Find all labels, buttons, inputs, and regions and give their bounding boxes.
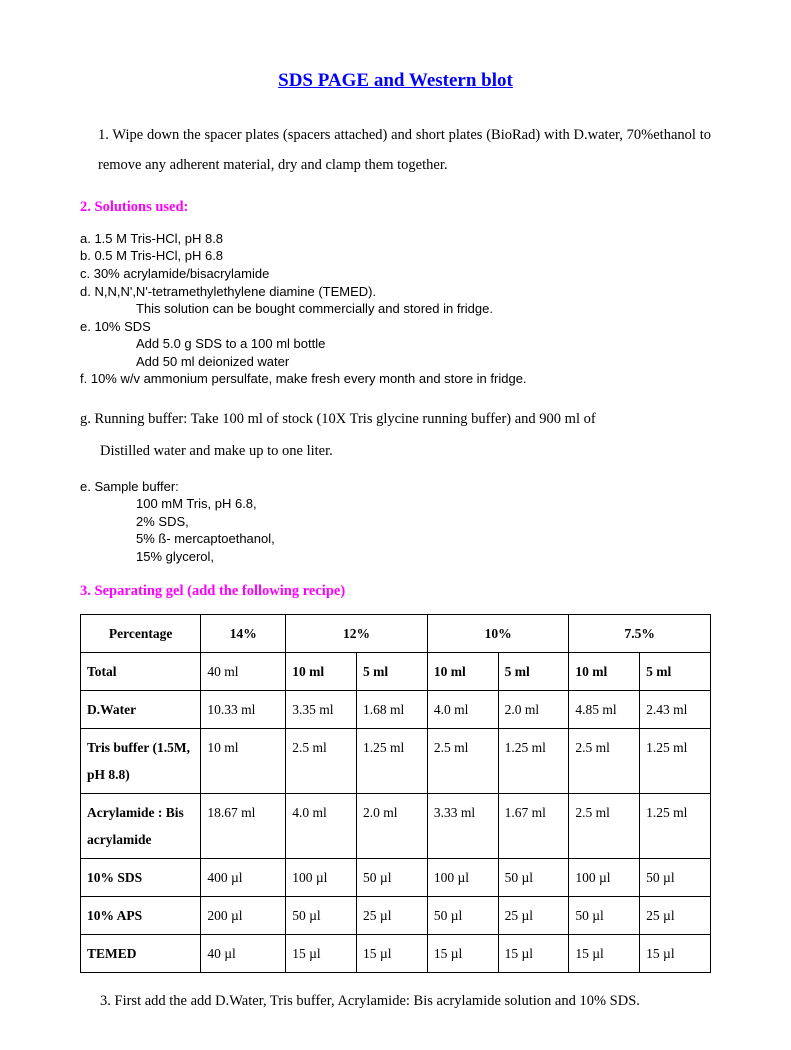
cell: 50 µl bbox=[427, 897, 498, 935]
solution-f: f. 10% w/v ammonium persulfate, make fre… bbox=[80, 370, 711, 388]
table-row: D.Water 10.33 ml 3.35 ml 1.68 ml 4.0 ml … bbox=[81, 691, 711, 729]
cell: 4.0 ml bbox=[286, 794, 357, 859]
cell: 200 µl bbox=[201, 897, 286, 935]
cell: 50 µl bbox=[357, 859, 428, 897]
cell: 100 µl bbox=[286, 859, 357, 897]
cell: 40 µl bbox=[201, 935, 286, 973]
cell: 15 µl bbox=[498, 935, 569, 973]
table-row: Tris buffer (1.5M, pH 8.8) 10 ml 2.5 ml … bbox=[81, 729, 711, 794]
row-label: Total bbox=[81, 653, 201, 691]
col-percentage: Percentage bbox=[81, 615, 201, 653]
table-row: 10% SDS 400 µl 100 µl 50 µl 100 µl 50 µl… bbox=[81, 859, 711, 897]
cell: 25 µl bbox=[640, 897, 711, 935]
cell: 2.43 ml bbox=[640, 691, 711, 729]
sample-buffer-head: e. Sample buffer: bbox=[80, 478, 711, 496]
solution-b: b. 0.5 M Tris-HCl, pH 6.8 bbox=[80, 247, 711, 265]
separating-gel-table: Percentage 14% 12% 10% 7.5% Total 40 ml … bbox=[80, 614, 711, 973]
cell: 2.0 ml bbox=[498, 691, 569, 729]
cell: 25 µl bbox=[357, 897, 428, 935]
cell: 2.5 ml bbox=[286, 729, 357, 794]
step-1-text: 1. Wipe down the spacer plates (spacers … bbox=[80, 120, 711, 181]
cell: 3.33 ml bbox=[427, 794, 498, 859]
step-3-text: 3. First add the add D.Water, Tris buffe… bbox=[80, 993, 711, 1010]
cell: 5 ml bbox=[357, 653, 428, 691]
cell: 50 µl bbox=[286, 897, 357, 935]
col-10: 10% bbox=[427, 615, 569, 653]
cell: 18.67 ml bbox=[201, 794, 286, 859]
cell: 25 µl bbox=[498, 897, 569, 935]
section-3-heading: 3. Separating gel (add the following rec… bbox=[80, 583, 711, 600]
col-14: 14% bbox=[201, 615, 286, 653]
cell: 1.25 ml bbox=[357, 729, 428, 794]
running-buffer-line2: Distilled water and make up to one liter… bbox=[80, 436, 711, 468]
cell: 15 µl bbox=[427, 935, 498, 973]
section-2-heading: 2. Solutions used: bbox=[80, 199, 711, 216]
cell: 2.5 ml bbox=[427, 729, 498, 794]
table-row: TEMED 40 µl 15 µl 15 µl 15 µl 15 µl 15 µ… bbox=[81, 935, 711, 973]
running-buffer-line1: g. Running buffer: Take 100 ml of stock … bbox=[80, 404, 711, 436]
page-title: SDS PAGE and Western blot bbox=[80, 70, 711, 92]
cell: 15 µl bbox=[286, 935, 357, 973]
table-row: Total 40 ml 10 ml 5 ml 10 ml 5 ml 10 ml … bbox=[81, 653, 711, 691]
cell: 3.35 ml bbox=[286, 691, 357, 729]
cell: 1.68 ml bbox=[357, 691, 428, 729]
cell: 10.33 ml bbox=[201, 691, 286, 729]
row-label: 10% SDS bbox=[81, 859, 201, 897]
sample-buffer-l3: 5% ß- mercaptoethanol, bbox=[80, 530, 711, 548]
cell: 15 µl bbox=[569, 935, 640, 973]
cell: 4.0 ml bbox=[427, 691, 498, 729]
cell: 1.25 ml bbox=[640, 794, 711, 859]
solution-d: d. N,N,N',N'-tetramethylethylene diamine… bbox=[80, 283, 711, 301]
running-buffer-block: g. Running buffer: Take 100 ml of stock … bbox=[80, 404, 711, 468]
solutions-list: a. 1.5 M Tris-HCl, pH 8.8 b. 0.5 M Tris-… bbox=[80, 230, 711, 388]
cell: 10 ml bbox=[286, 653, 357, 691]
row-label: TEMED bbox=[81, 935, 201, 973]
sample-buffer-l4: 15% glycerol, bbox=[80, 548, 711, 566]
row-label: Tris buffer (1.5M, pH 8.8) bbox=[81, 729, 201, 794]
solution-e-line2: Add 50 ml deionized water bbox=[80, 353, 711, 371]
table-row: 10% APS 200 µl 50 µl 25 µl 50 µl 25 µl 5… bbox=[81, 897, 711, 935]
cell: 5 ml bbox=[640, 653, 711, 691]
cell: 2.5 ml bbox=[569, 794, 640, 859]
solution-e: e. 10% SDS bbox=[80, 318, 711, 336]
solution-a: a. 1.5 M Tris-HCl, pH 8.8 bbox=[80, 230, 711, 248]
cell: 15 µl bbox=[357, 935, 428, 973]
document-page: SDS PAGE and Western blot 1. Wipe down t… bbox=[0, 0, 791, 1050]
cell: 100 µl bbox=[427, 859, 498, 897]
row-label: Acrylamide : Bis acrylamide bbox=[81, 794, 201, 859]
cell: 10 ml bbox=[569, 653, 640, 691]
cell: 50 µl bbox=[498, 859, 569, 897]
col-12: 12% bbox=[286, 615, 428, 653]
cell: 1.67 ml bbox=[498, 794, 569, 859]
solution-c: c. 30% acrylamide/bisacrylamide bbox=[80, 265, 711, 283]
solution-d-note: This solution can be bought commercially… bbox=[80, 300, 711, 318]
cell: 2.0 ml bbox=[357, 794, 428, 859]
sample-buffer-l2: 2% SDS, bbox=[80, 513, 711, 531]
cell: 1.25 ml bbox=[498, 729, 569, 794]
cell: 40 ml bbox=[201, 653, 286, 691]
table-row: Acrylamide : Bis acrylamide 18.67 ml 4.0… bbox=[81, 794, 711, 859]
col-7-5: 7.5% bbox=[569, 615, 711, 653]
solution-e-line1: Add 5.0 g SDS to a 100 ml bottle bbox=[80, 335, 711, 353]
cell: 400 µl bbox=[201, 859, 286, 897]
sample-buffer-l1: 100 mM Tris, pH 6.8, bbox=[80, 495, 711, 513]
row-label: 10% APS bbox=[81, 897, 201, 935]
cell: 5 ml bbox=[498, 653, 569, 691]
cell: 50 µl bbox=[569, 897, 640, 935]
cell: 50 µl bbox=[640, 859, 711, 897]
cell: 1.25 ml bbox=[640, 729, 711, 794]
cell: 10 ml bbox=[427, 653, 498, 691]
table-header-row: Percentage 14% 12% 10% 7.5% bbox=[81, 615, 711, 653]
cell: 15 µl bbox=[640, 935, 711, 973]
cell: 10 ml bbox=[201, 729, 286, 794]
cell: 2.5 ml bbox=[569, 729, 640, 794]
sample-buffer-block: e. Sample buffer: 100 mM Tris, pH 6.8, 2… bbox=[80, 478, 711, 566]
row-label: D.Water bbox=[81, 691, 201, 729]
cell: 100 µl bbox=[569, 859, 640, 897]
cell: 4.85 ml bbox=[569, 691, 640, 729]
